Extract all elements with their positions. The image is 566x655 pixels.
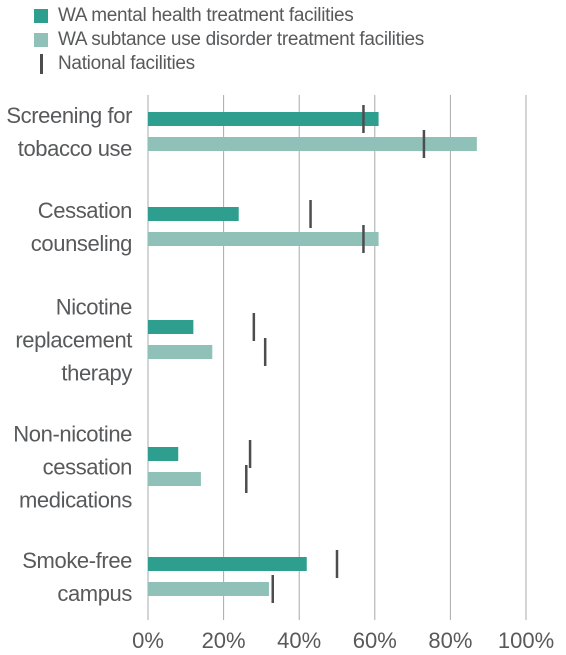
legend-item-national: National facilities	[34, 52, 424, 76]
bar-wa-substance-use-1	[148, 232, 379, 246]
category-label-2-0: Nicotine	[56, 295, 132, 320]
x-tick-label-20: 20%	[202, 628, 246, 653]
category-label-0-0: Screening for	[6, 103, 132, 128]
bar-wa-mental-health-4	[148, 557, 307, 571]
legend-item-wa-mental-health: WA mental health treatment facilities	[34, 4, 424, 28]
legend-swatch-wa-mental-health	[34, 9, 48, 23]
legend-label-national: National facilities	[58, 53, 195, 74]
category-label-1-0: Cessation	[38, 198, 132, 223]
x-tick-label-60: 60%	[353, 628, 397, 653]
bar-wa-substance-use-4	[148, 582, 269, 596]
category-label-3-0: Non-nicotine	[13, 422, 132, 447]
legend-marker-national	[34, 54, 48, 74]
chart-legend: WA mental health treatment facilities WA…	[34, 4, 424, 76]
bar-wa-substance-use-2	[148, 345, 213, 359]
category-label-4-1: campus	[57, 581, 132, 606]
x-tick-label-0: 0%	[132, 628, 164, 653]
legend-swatch-wa-substance-use	[34, 33, 48, 47]
category-label-1-1: counseling	[31, 231, 132, 256]
legend-label-wa-substance-use: WA subtance use disorder treatment facil…	[58, 29, 424, 50]
category-label-3-2: medications	[19, 488, 132, 513]
x-tick-label-40: 40%	[277, 628, 321, 653]
x-tick-label-100: 100%	[498, 628, 554, 653]
category-label-0-1: tobacco use	[18, 136, 132, 161]
category-label-3-1: cessation	[43, 455, 132, 480]
legend-item-wa-substance-use: WA subtance use disorder treatment facil…	[34, 28, 424, 52]
bar-wa-mental-health-3	[148, 447, 179, 461]
bar-wa-mental-health-1	[148, 207, 239, 221]
bar-wa-substance-use-3	[148, 472, 201, 486]
bar-wa-substance-use-0	[148, 137, 477, 151]
category-label-2-2: therapy	[61, 361, 132, 386]
legend-label-wa-mental-health: WA mental health treatment facilities	[58, 5, 354, 26]
bar-wa-mental-health-2	[148, 320, 194, 334]
category-label-4-0: Smoke-free	[22, 548, 132, 573]
bar-wa-mental-health-0	[148, 112, 379, 126]
category-label-2-1: replacement	[15, 328, 132, 353]
x-tick-label-80: 80%	[428, 628, 472, 653]
